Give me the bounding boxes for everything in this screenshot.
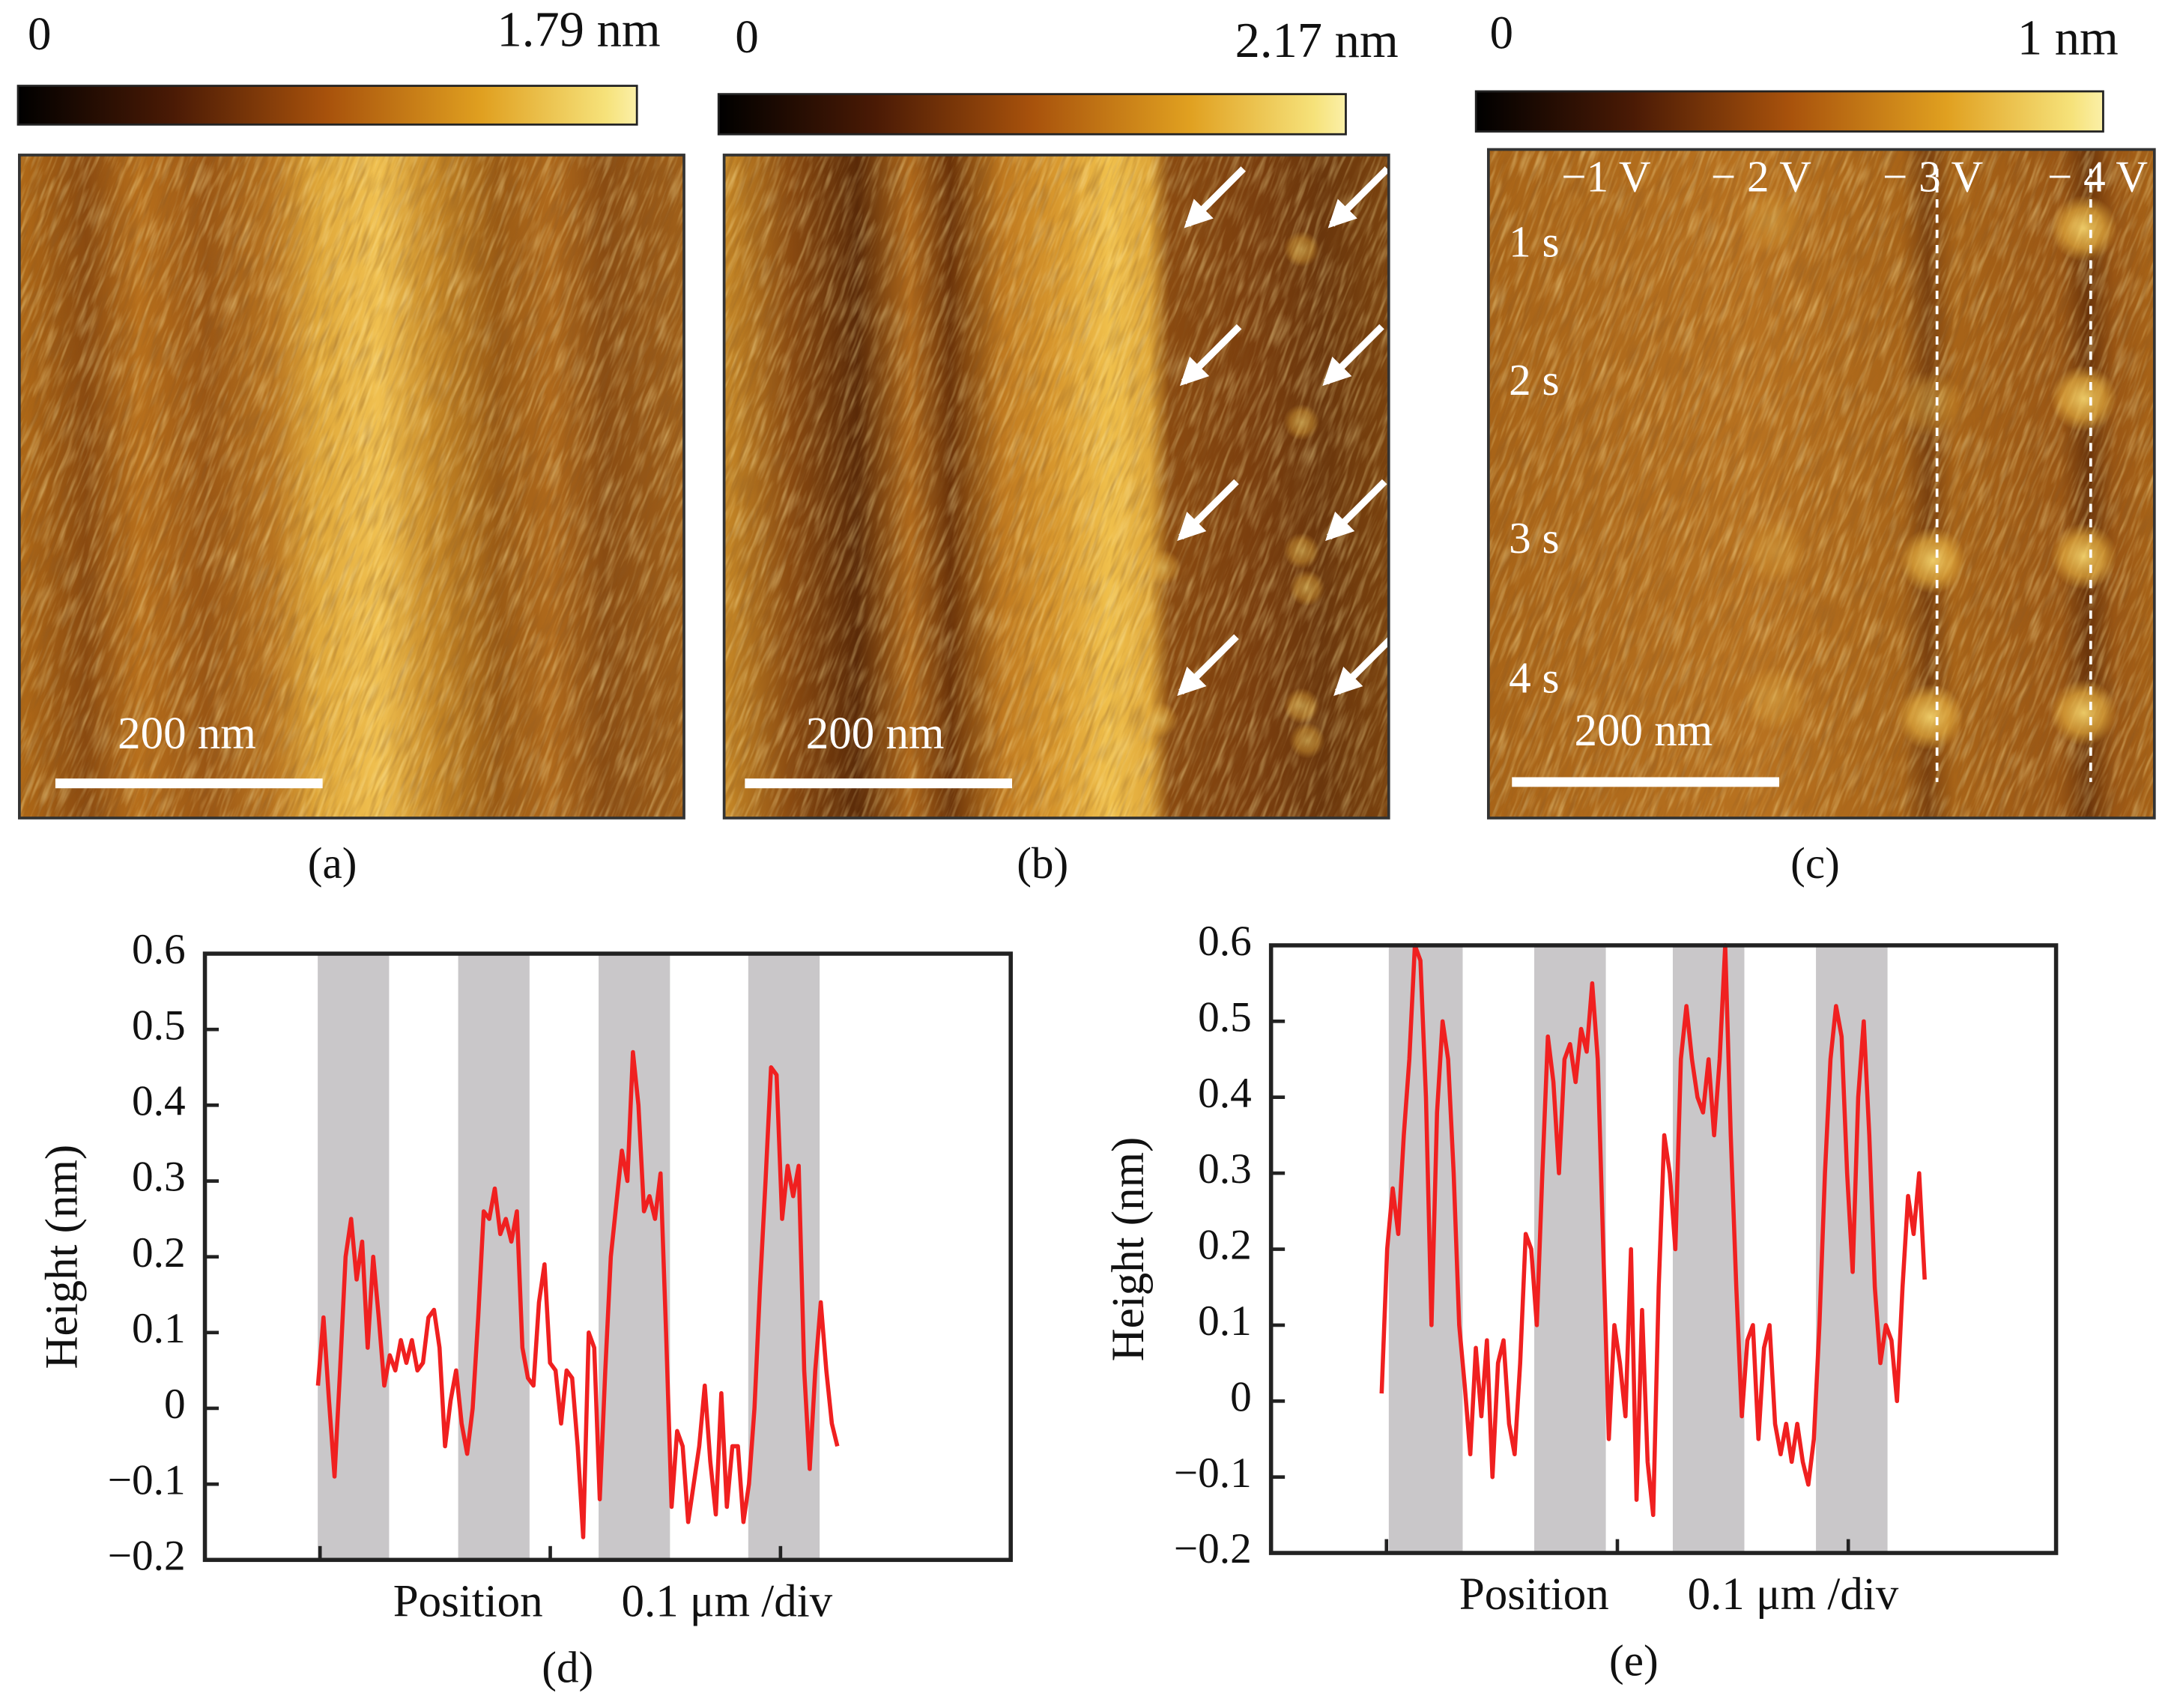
feature <box>2050 365 2117 432</box>
y-tick-label: 0 <box>164 1381 186 1428</box>
feature <box>1283 688 1320 724</box>
feature <box>1742 665 1808 733</box>
highlight-band <box>1388 945 1463 1554</box>
y-tick-label: 0 <box>1230 1373 1252 1420</box>
caption: (e) <box>1609 1635 1659 1685</box>
arrow <box>1322 324 1384 387</box>
colorbar-max: 1.79 nm <box>497 2 661 57</box>
scale-bar-label: 200 nm <box>118 709 256 759</box>
arrow <box>1327 166 1389 228</box>
y-tick-label: −0.2 <box>108 1532 186 1579</box>
afm-image <box>19 154 685 818</box>
colorbar-min: 0 <box>735 10 758 63</box>
y-axis-label: Height (nm) <box>37 1145 88 1369</box>
arrow <box>1325 479 1387 542</box>
feature <box>1899 527 1966 594</box>
feature <box>2050 195 2117 262</box>
scale-bar-label: 200 nm <box>1575 706 1713 756</box>
y-tick-label: 0.5 <box>132 1002 186 1049</box>
y-tick-label: 0.3 <box>1198 1145 1252 1193</box>
row-label: 2 s <box>1509 355 1559 405</box>
row-label: 3 s <box>1509 513 1559 563</box>
y-tick-label: 0.2 <box>132 1229 186 1277</box>
feature <box>1289 570 1325 607</box>
arrow <box>1333 635 1389 697</box>
row-label: 4 s <box>1509 652 1559 702</box>
arrow <box>1184 166 1246 228</box>
y-tick-label: 0.5 <box>1198 993 1252 1041</box>
column-label: − 2 V <box>1711 152 1811 202</box>
arrow <box>1177 634 1239 697</box>
x-scale-label: 0.1 μm /div <box>621 1576 832 1626</box>
scale-bar-label: 200 nm <box>806 709 945 759</box>
colorbar-max: 1 nm <box>2017 11 2119 66</box>
image-frame <box>18 154 685 820</box>
feature <box>1897 683 1963 751</box>
texture <box>1488 149 2155 818</box>
colorbar <box>1474 90 2104 133</box>
colorbar <box>717 93 1347 136</box>
height-profile <box>315 1050 840 1539</box>
feature <box>1145 549 1181 586</box>
image-frame <box>722 154 1390 820</box>
row-label: 1 s <box>1509 216 1559 266</box>
x-axis-label: Position <box>1459 1569 1609 1620</box>
feature <box>2050 679 2117 746</box>
highlight-band <box>1672 945 1745 1554</box>
caption: (a) <box>308 838 357 888</box>
feature <box>2050 523 2117 590</box>
x-axis-label: Position <box>393 1576 543 1626</box>
feature <box>1283 231 1320 267</box>
feature <box>1289 722 1325 759</box>
arrow <box>1179 324 1242 387</box>
caption: (d) <box>542 1643 593 1692</box>
colorbar-max: 2.17 nm <box>1235 13 1399 68</box>
colorbar <box>16 85 638 126</box>
column-label: − 4 V <box>2047 152 2148 202</box>
texture <box>724 154 1389 818</box>
height-profile <box>1379 943 1927 1518</box>
y-tick-label: 0.2 <box>1198 1222 1252 1269</box>
afm-image <box>724 154 1389 818</box>
feature <box>1742 518 1808 584</box>
feature <box>1898 371 1965 437</box>
column-label: − 3 V <box>1883 152 1983 202</box>
caption: (b) <box>1017 838 1068 888</box>
y-tick-label: 0.4 <box>132 1077 186 1124</box>
y-tick-label: 0.3 <box>132 1154 186 1201</box>
image-frame <box>1486 148 2156 820</box>
y-tick-label: 0.4 <box>1198 1070 1252 1117</box>
y-tick-label: 0.6 <box>132 926 186 973</box>
x-scale-label: 0.1 μm /div <box>1688 1569 1899 1620</box>
y-tick-label: 0.6 <box>1198 918 1252 965</box>
y-tick-label: 0.1 <box>132 1305 186 1352</box>
texture-dark <box>19 154 685 818</box>
texture-dark <box>724 154 1389 818</box>
feature <box>1283 404 1320 440</box>
y-tick-label: −0.1 <box>108 1456 186 1503</box>
arrow <box>1177 479 1239 542</box>
colorbar-min: 0 <box>1490 6 1513 58</box>
feature <box>1283 533 1320 569</box>
column-label: −1 V <box>1561 152 1651 202</box>
y-tick-label: −0.2 <box>1174 1525 1252 1572</box>
y-tick-label: −0.1 <box>1174 1450 1252 1497</box>
feature <box>1142 701 1178 738</box>
colorbar-min: 0 <box>28 7 51 60</box>
feature <box>1739 188 1806 255</box>
texture-dark <box>1488 149 2155 818</box>
caption: (c) <box>1790 838 1840 888</box>
afm-image: −1 V − 2 V − 3 V − 4 V 1 s 2 s 3 s 4 s <box>1488 149 2155 818</box>
texture <box>19 154 685 818</box>
y-axis-label: Height (nm) <box>1103 1137 1154 1362</box>
y-tick-label: 0.1 <box>1198 1297 1252 1345</box>
